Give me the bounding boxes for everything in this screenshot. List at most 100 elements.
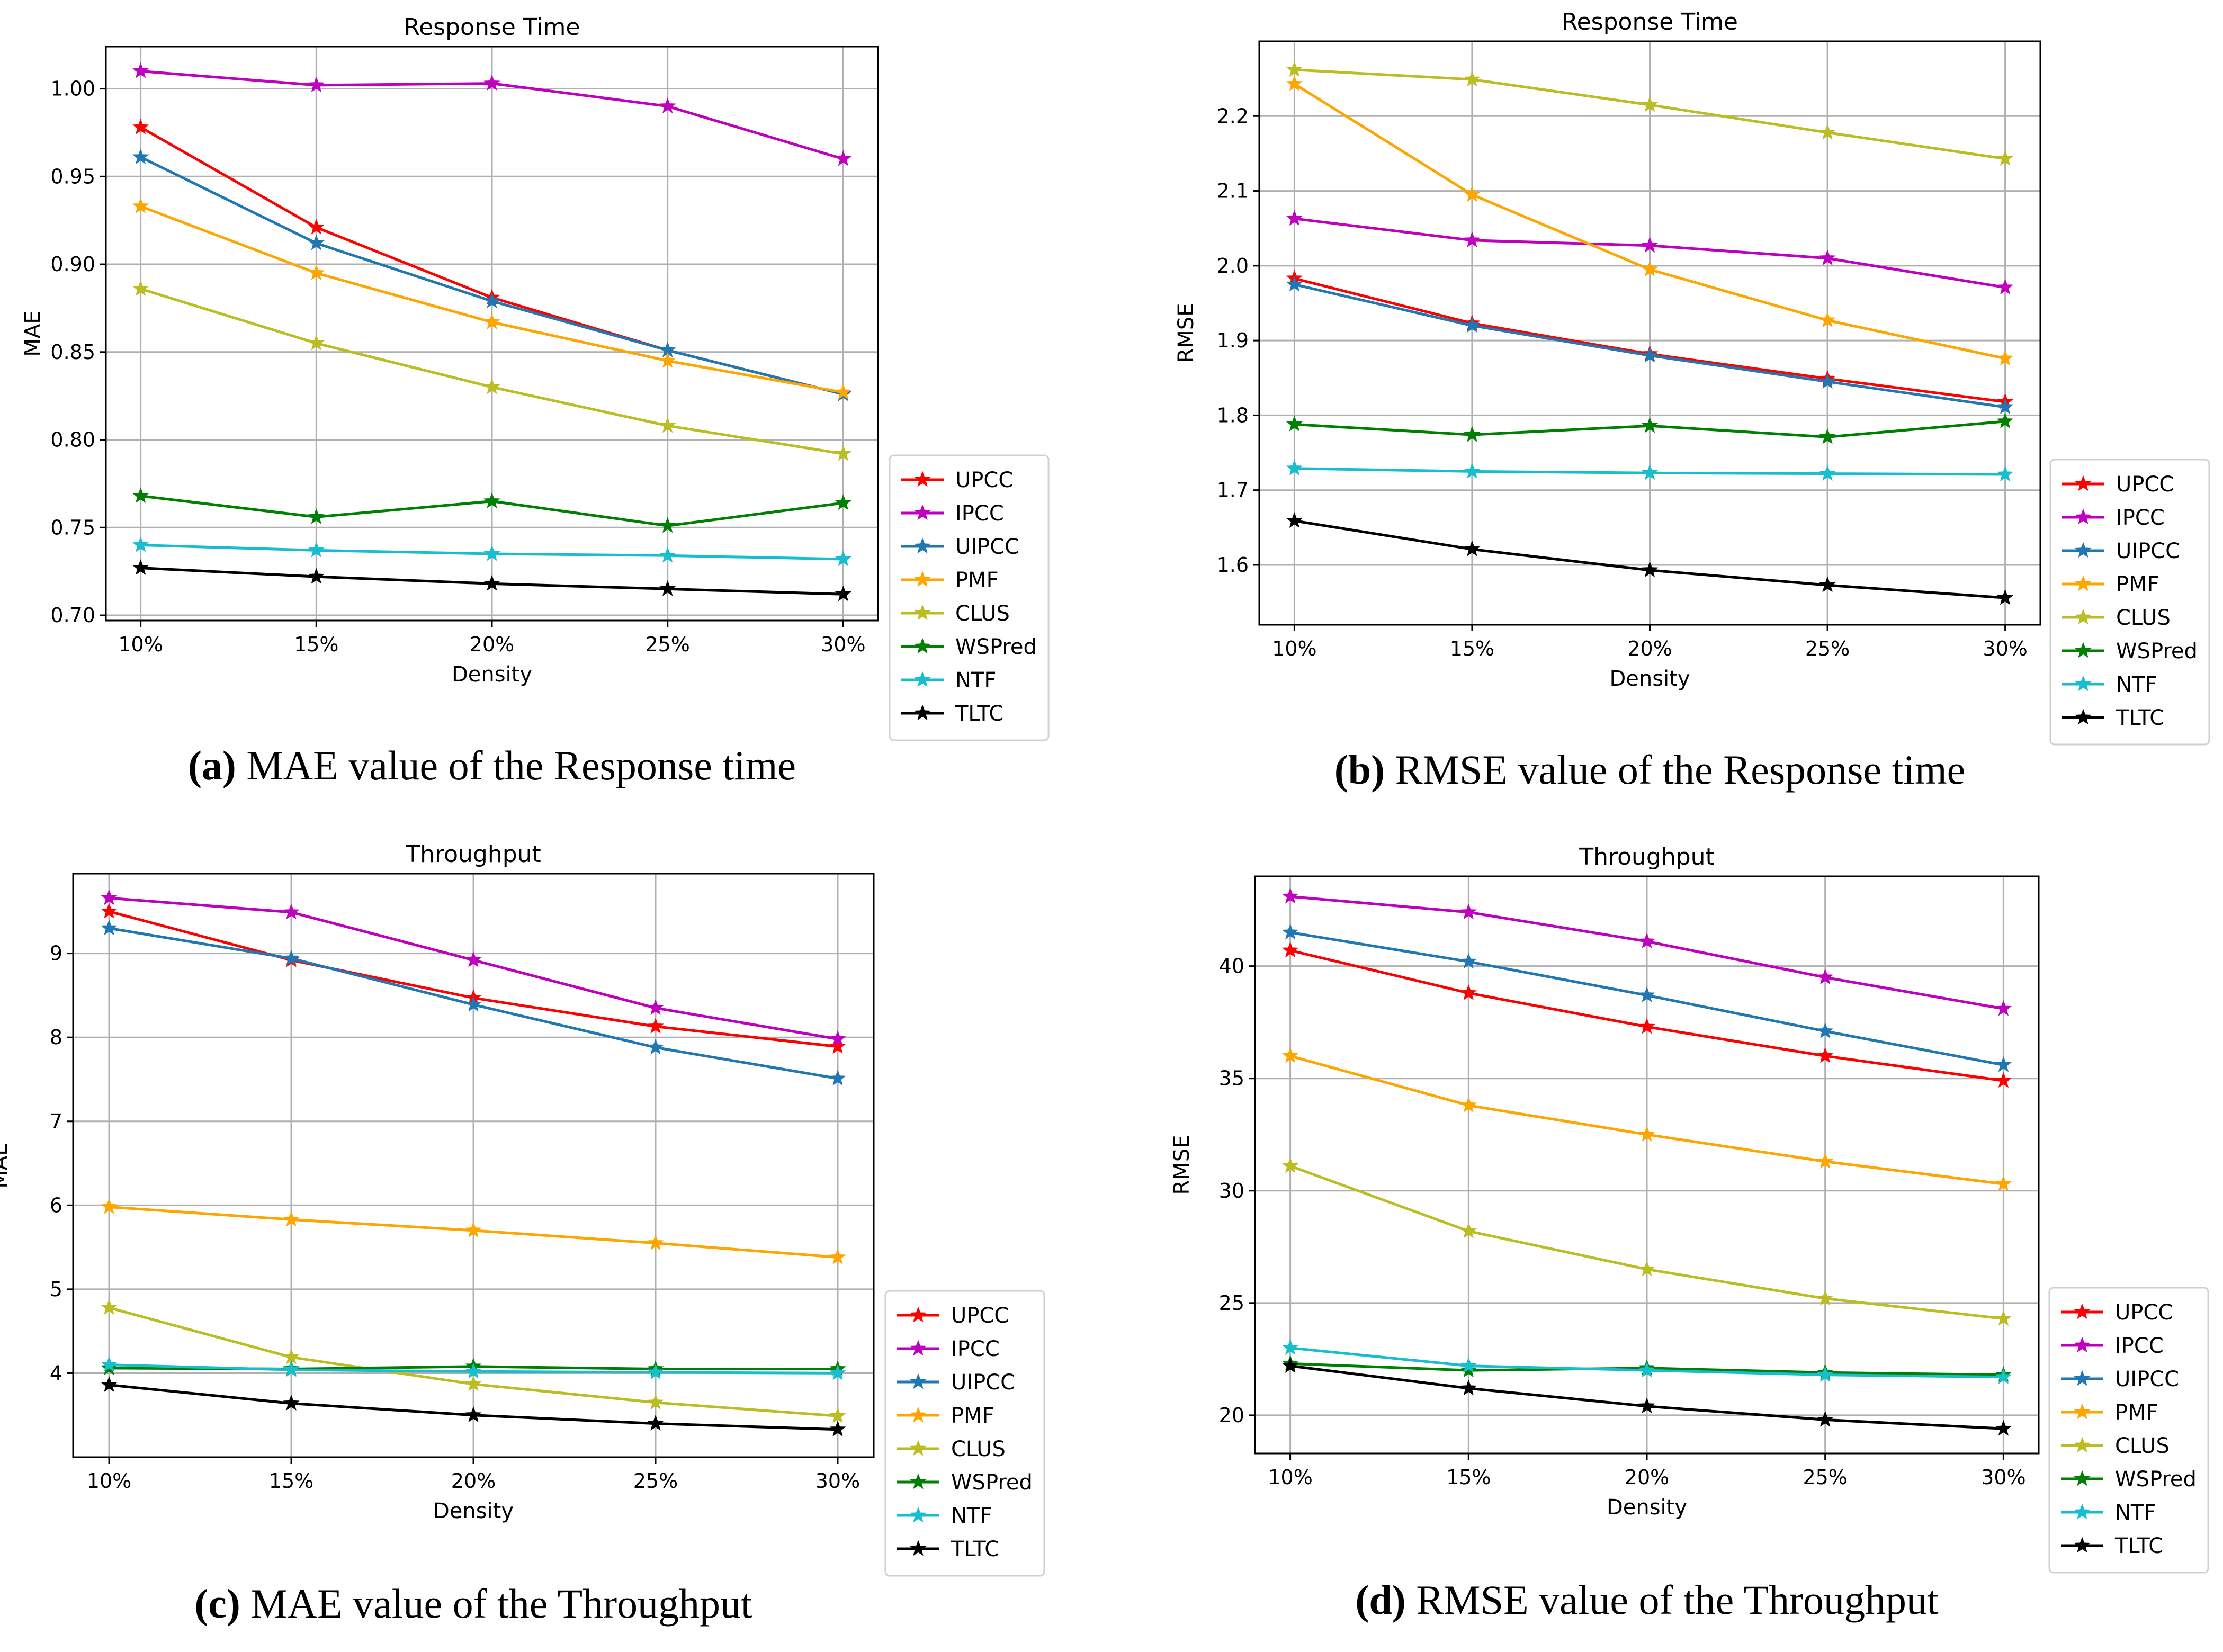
x-tick-label: 20% [1627, 637, 1672, 660]
data-point [465, 1406, 482, 1423]
data-point [132, 487, 149, 503]
legend-marker [2075, 542, 2092, 558]
x-tick-label: 30% [1983, 637, 2027, 660]
legend-label: NTF [955, 668, 996, 693]
series-group [1281, 887, 2012, 1436]
legend-item: IPCC [897, 1337, 1000, 1361]
data-point [465, 951, 482, 967]
legend-item: PMF [897, 1404, 994, 1428]
data-point [1997, 150, 2014, 166]
data-point [829, 1421, 846, 1436]
x-tick-label: 20% [1625, 1466, 1669, 1489]
data-point [647, 1038, 664, 1055]
series-tltc [1286, 512, 2014, 605]
data-point [647, 1394, 664, 1410]
data-point [283, 1210, 300, 1227]
legend-marker [2075, 642, 2092, 658]
x-tick-label: 25% [1803, 1466, 1847, 1489]
legend-item: UIPCC [2062, 539, 2180, 563]
data-point [1819, 465, 1836, 481]
data-point [647, 1415, 664, 1431]
data-point [1638, 1018, 1655, 1034]
data-point [1997, 589, 2014, 605]
data-point [101, 1299, 118, 1315]
series-ipcc [1281, 887, 2012, 1016]
legend-item: CLUS [901, 601, 1010, 626]
chart-title: Response Time [1562, 8, 1738, 35]
caption-label: (d) [1355, 1577, 1405, 1623]
data-point [829, 1249, 846, 1264]
data-point [659, 97, 676, 113]
data-point [1638, 1260, 1655, 1277]
data-point [647, 1018, 664, 1034]
data-point [1995, 1072, 2012, 1088]
legend-item: PMF [2062, 572, 2159, 597]
data-point [1460, 903, 1477, 920]
series-ipcc [101, 889, 846, 1046]
data-point [1817, 1289, 1834, 1306]
data-point [1460, 1357, 1477, 1373]
x-tick-label: 15% [294, 633, 338, 656]
legend-label: TLTC [2116, 706, 2164, 730]
data-point [1641, 417, 1659, 433]
x-tick-label: 25% [633, 1469, 678, 1493]
legend-item: WSPred [2061, 1467, 2197, 1492]
data-point [1281, 1157, 1299, 1173]
data-point [308, 508, 325, 524]
series-clus [1286, 61, 2014, 166]
legend-marker [914, 671, 931, 687]
data-point [1638, 1126, 1655, 1142]
caption-label: (b) [1334, 747, 1385, 793]
legend-item: NTF [901, 668, 996, 693]
legend: UPCC IPCC UIPCC PMF CLUS WSPred NTF TLTC [2049, 459, 2210, 746]
legend: UPCC IPCC UIPCC PMF CLUS WSPred NTF TLTC [2048, 1287, 2209, 1574]
legend-frame [884, 1290, 1045, 1577]
series-uipcc [1281, 923, 2012, 1072]
data-point [647, 1363, 664, 1380]
data-point [1281, 1047, 1299, 1063]
data-point [101, 1356, 118, 1372]
data-point [1464, 70, 1481, 87]
legend-label: UIPCC [2115, 1367, 2179, 1391]
legend-frame [889, 454, 1050, 741]
data-point [283, 1395, 300, 1411]
data-point [1817, 1366, 1834, 1382]
legend-label: TLTC [955, 702, 1003, 726]
y-axis-label: RMSE [1174, 303, 1198, 363]
legend-marker [2075, 508, 2092, 525]
data-point [647, 999, 664, 1015]
legend-marker [914, 471, 931, 487]
legend-label: PMF [955, 568, 999, 592]
legend-marker [2075, 575, 2092, 591]
y-tick-label: 2.0 [1217, 254, 1249, 277]
data-point [1460, 1097, 1477, 1112]
panel-a: 10% 15% 20% 25% 30% 0.70 0.75 0.80 0.85 0.90 0.95 1… [21, 14, 1050, 788]
series-ntf [1281, 1339, 2012, 1385]
series-pmf [101, 1198, 846, 1264]
data-point [1460, 1222, 1477, 1238]
data-point [465, 1222, 482, 1238]
y-axis-label: RMSE [1170, 1135, 1194, 1195]
legend-marker [2075, 608, 2092, 625]
data-point [308, 76, 325, 93]
x-tick-label: 10% [118, 633, 163, 656]
data-point [283, 949, 300, 966]
data-point [835, 445, 852, 461]
legend-label: NTF [951, 1504, 992, 1528]
series-wspred [1286, 412, 2014, 444]
legend-item: TLTC [901, 702, 1003, 726]
data-point [1995, 1056, 2012, 1072]
data-point [465, 1375, 482, 1391]
data-point [659, 546, 676, 563]
caption: (b) RMSE value of the Response time [1334, 747, 1966, 793]
data-point [1995, 1420, 2012, 1436]
legend-item: UIPCC [901, 535, 1019, 559]
y-tick-label: 2.2 [1217, 104, 1249, 128]
x-tick-label: 10% [1272, 637, 1316, 660]
caption: (d) RMSE value of the Throughput [1355, 1577, 1939, 1623]
legend-item: IPCC [2062, 506, 2165, 530]
data-point [1460, 953, 1477, 969]
data-point [308, 264, 325, 280]
y-tick-label: 6 [50, 1193, 62, 1217]
legend-marker [2074, 1503, 2091, 1520]
